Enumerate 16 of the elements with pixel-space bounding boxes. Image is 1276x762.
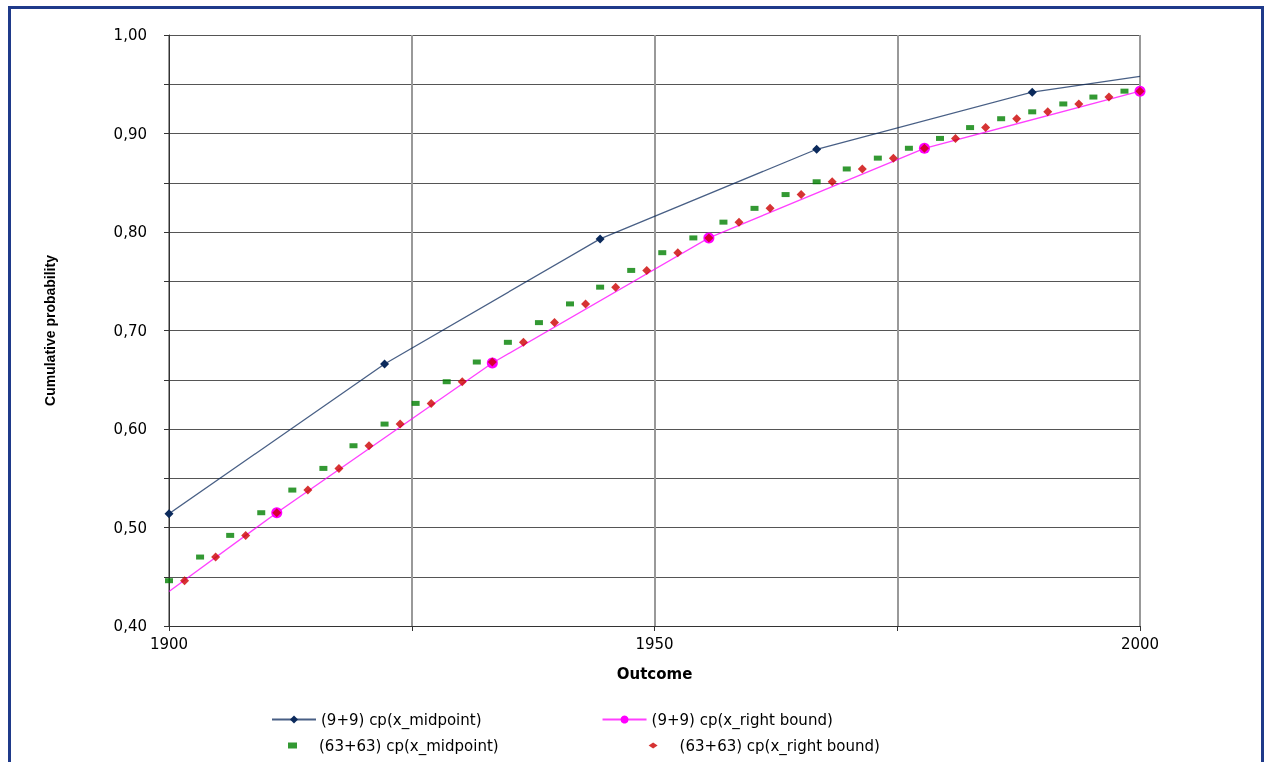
y-tick-label: 0,50: [113, 518, 147, 537]
y-tick-label: 0,90: [113, 124, 147, 143]
legend-label: (9+9) cp(x_right bound): [651, 710, 833, 730]
legend-label: (63+63) cp(x_right bound): [679, 736, 880, 756]
y-tick-label: 1,00: [113, 26, 147, 44]
x-tick-label: 1900: [149, 634, 189, 653]
x-tick-label: 2000: [1120, 634, 1160, 653]
y-axis-title: Cumulative probability: [42, 254, 58, 406]
y-tick-label: 0,60: [113, 420, 147, 438]
x-tick-label: 1950: [635, 634, 674, 653]
y-tick-label: 0,40: [113, 617, 147, 635]
y-tick-label: 0,70: [113, 321, 147, 340]
y-tick-label: 0,80: [113, 223, 147, 241]
legend-label: (63+63) cp(x_midpoint): [319, 736, 499, 756]
legend-label: (9+9) cp(x_midpoint): [321, 710, 482, 730]
x-axis-title: Outcome: [616, 664, 693, 683]
